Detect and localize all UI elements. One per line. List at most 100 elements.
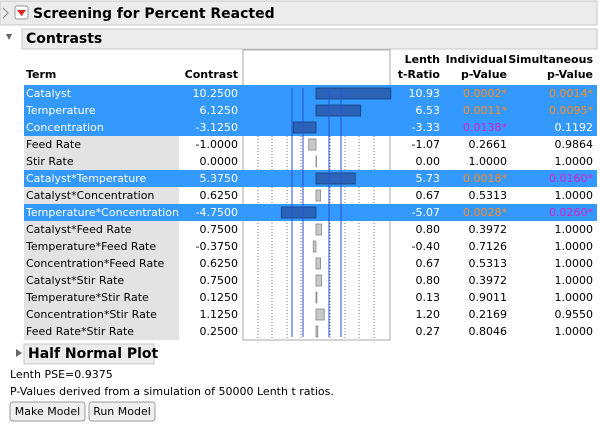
column-header: Individual	[446, 53, 507, 66]
cell: 0.27	[416, 325, 441, 338]
button[interactable]	[88, 401, 156, 422]
cell: 0.00	[416, 155, 441, 168]
term[interactable]: Concentration*Feed Rate	[26, 257, 165, 270]
cell: 0.2661	[469, 138, 508, 151]
cell: 0.5313	[469, 257, 508, 270]
section-title: Contrasts	[26, 31, 102, 47]
cell: 0.1192	[555, 121, 594, 134]
cell: 0.0002*	[463, 87, 507, 100]
cell: 0.3972	[469, 274, 508, 287]
red-triangle	[17, 10, 26, 16]
term[interactable]: Temperature*Concentration	[25, 206, 179, 219]
disclosure-icon[interactable]	[2, 7, 9, 19]
cell: 1.0000	[469, 155, 508, 168]
term[interactable]: Concentration*Stir Rate	[26, 308, 157, 321]
contrast-bar	[280, 206, 317, 219]
cell: 0.67	[416, 257, 441, 270]
term[interactable]: Temperature*Stir Rate	[25, 291, 149, 304]
cell: 0.67	[416, 189, 441, 202]
note: P-Values derived from a simulation of 50…	[10, 385, 334, 398]
cell: 0.3972	[469, 223, 508, 236]
cell: 1.0000	[555, 155, 594, 168]
cell: -3.1250	[196, 121, 238, 134]
cell: 1.0000	[555, 274, 594, 287]
contrast-bar	[315, 155, 317, 168]
cell: 1.0000	[555, 257, 594, 270]
section-header	[21, 28, 598, 50]
cell: 1.0000	[555, 291, 594, 304]
column-header: Simultaneous	[508, 53, 593, 66]
term[interactable]: Catalyst	[26, 87, 72, 100]
term[interactable]: Catalyst*Temperature	[26, 172, 146, 185]
cell: 1.0000	[555, 240, 594, 253]
column-header: Lenth	[405, 53, 440, 66]
cell: 10.2500	[193, 87, 239, 100]
selected-row[interactable]	[24, 102, 597, 119]
cell: 0.9550	[555, 308, 594, 321]
cell: 10.93	[409, 87, 441, 100]
column-header: Contrast	[185, 68, 238, 81]
contrast-bar	[315, 223, 322, 236]
selected-row[interactable]	[24, 170, 597, 187]
column-header: p-Value	[461, 68, 507, 81]
cell: -0.40	[412, 240, 440, 253]
contrast-bar	[315, 308, 325, 321]
contrast-bar	[315, 104, 362, 117]
term[interactable]: Temperature*Feed Rate	[25, 240, 156, 253]
term[interactable]: Concentration	[26, 121, 104, 134]
cell: 0.0160*	[549, 172, 593, 185]
note: Lenth PSE=0.9375	[10, 368, 113, 381]
contrasts-table: Term Contrast Lenth t-Ratio Individual p-Valu…	[24, 49, 597, 341]
contrast-bar	[315, 257, 321, 270]
button[interactable]	[9, 401, 86, 422]
cell: -4.7500	[196, 206, 238, 219]
term[interactable]: Feed Rate*Stir Rate	[26, 325, 134, 338]
term[interactable]: Catalyst*Stir Rate	[26, 274, 124, 287]
section-title: Half Normal Plot	[28, 346, 159, 362]
cell: 0.2500	[200, 325, 239, 338]
button-label[interactable]: Make Model	[15, 405, 81, 418]
cell: 0.5313	[469, 189, 508, 202]
cell: 0.9011	[469, 291, 508, 304]
cell: 1.1250	[200, 308, 239, 321]
cell: 0.0018*	[463, 172, 507, 185]
contrast-bar	[312, 240, 317, 253]
cell: 0.6250	[200, 189, 239, 202]
term[interactable]: Catalyst*Feed Rate	[26, 223, 132, 236]
report-header	[0, 0, 598, 26]
term[interactable]: Temperature	[25, 104, 96, 117]
column-header: p-Value	[547, 68, 593, 81]
contrast-bar	[315, 189, 321, 202]
cell: 0.7126	[469, 240, 508, 253]
cell: 0.0028*	[463, 206, 507, 219]
button-label[interactable]: Run Model	[93, 405, 151, 418]
cell: 0.80	[416, 223, 441, 236]
cell: -5.07	[412, 206, 440, 219]
disclosure-icon[interactable]	[16, 349, 22, 357]
cell: 0.80	[416, 274, 441, 287]
cell: 0.7500	[200, 223, 239, 236]
term[interactable]: Feed Rate	[26, 138, 81, 151]
cell: 5.3750	[200, 172, 239, 185]
column-header: Term	[26, 68, 56, 81]
section-header[interactable]	[23, 343, 155, 365]
cell: -0.3750	[196, 240, 238, 253]
cell: -1.07	[412, 138, 440, 151]
contrast-bar	[315, 325, 319, 338]
cell: 0.0011*	[463, 104, 507, 117]
contrast-bar	[292, 121, 317, 134]
cell: 0.9864	[555, 138, 594, 151]
contrast-bar	[315, 274, 322, 287]
cell: 0.7500	[200, 274, 239, 287]
cell: 0.0014*	[549, 87, 593, 100]
disclosure-icon[interactable]	[6, 34, 12, 40]
selected-row[interactable]	[24, 85, 597, 102]
cell: 0.0000	[200, 155, 239, 168]
term[interactable]: Catalyst*Concentration	[26, 189, 154, 202]
term[interactable]: Stir Rate	[26, 155, 74, 168]
cell: 1.0000	[555, 325, 594, 338]
column-header: t-Ratio	[398, 68, 441, 81]
cell: 6.53	[416, 104, 441, 117]
cell: 0.2169	[469, 308, 508, 321]
